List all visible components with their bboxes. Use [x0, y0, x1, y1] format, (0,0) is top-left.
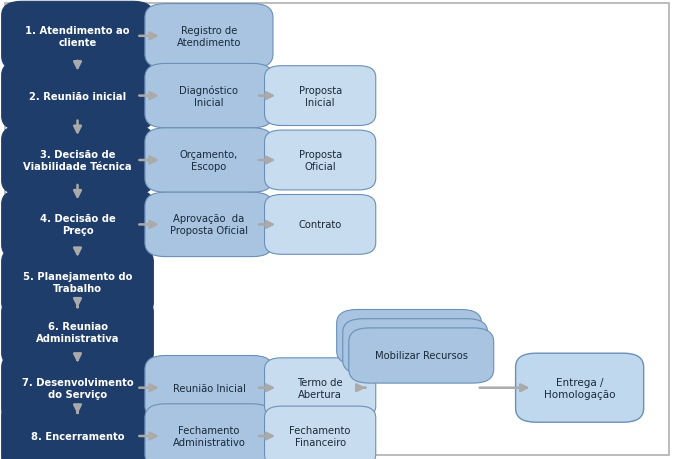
Text: Fechamento
Administrativo: Fechamento Administrativo: [173, 425, 245, 447]
FancyBboxPatch shape: [2, 126, 154, 195]
FancyBboxPatch shape: [264, 67, 376, 126]
Text: 4. Decisão de
Preço: 4. Decisão de Preço: [40, 214, 115, 236]
FancyBboxPatch shape: [145, 404, 273, 459]
FancyBboxPatch shape: [2, 62, 154, 131]
Text: Reunião Inicial: Reunião Inicial: [173, 383, 245, 393]
Text: Entrega /
Homologação: Entrega / Homologação: [544, 377, 615, 399]
FancyBboxPatch shape: [342, 319, 487, 374]
FancyBboxPatch shape: [5, 4, 669, 455]
Text: 7. Desenvolvimento
do Serviço: 7. Desenvolvimento do Serviço: [22, 377, 133, 399]
FancyBboxPatch shape: [264, 358, 376, 418]
FancyBboxPatch shape: [264, 131, 376, 190]
FancyBboxPatch shape: [145, 356, 273, 420]
Text: Registro de
Atendimento: Registro de Atendimento: [177, 26, 241, 48]
FancyBboxPatch shape: [145, 193, 273, 257]
Text: Proposta
Oficial: Proposta Oficial: [299, 150, 342, 172]
Text: Marco Qualidade: Marco Qualidade: [367, 332, 452, 342]
FancyBboxPatch shape: [2, 298, 154, 367]
FancyBboxPatch shape: [2, 2, 154, 71]
FancyBboxPatch shape: [264, 195, 376, 255]
Text: Mobilizar Recursos: Mobilizar Recursos: [375, 351, 468, 361]
FancyBboxPatch shape: [145, 64, 273, 129]
Text: Termo de
Abertura: Termo de Abertura: [297, 377, 343, 399]
Text: Orçamento,
Escopo: Orçamento, Escopo: [180, 150, 238, 172]
Text: 5. Planejamento do
Trabalho: 5. Planejamento do Trabalho: [23, 271, 132, 293]
Text: 2. Reunião inicial: 2. Reunião inicial: [29, 91, 126, 101]
Text: 1. Atendimento ao
cliente: 1. Atendimento ao cliente: [25, 26, 130, 48]
Text: Aprovação  da
Proposta Oficial: Aprovação da Proposta Oficial: [170, 214, 248, 236]
FancyBboxPatch shape: [2, 190, 154, 259]
Text: 6. Reuniao
Administrativa: 6. Reuniao Administrativa: [36, 322, 119, 344]
Text: Fechamento
Financeiro: Fechamento Financeiro: [289, 425, 351, 447]
Text: Diagnóstico
Inicial: Diagnóstico Inicial: [179, 85, 239, 107]
Text: 3. Decisão de
Viabilidade Técnica: 3. Decisão de Viabilidade Técnica: [23, 150, 132, 172]
FancyBboxPatch shape: [2, 353, 154, 422]
FancyBboxPatch shape: [2, 402, 154, 459]
Text: Proposta
Inicial: Proposta Inicial: [299, 85, 342, 107]
FancyBboxPatch shape: [2, 248, 154, 317]
Text: Execução: Execução: [392, 341, 439, 352]
Text: 8. Encerramento: 8. Encerramento: [31, 431, 124, 441]
FancyBboxPatch shape: [264, 406, 376, 459]
FancyBboxPatch shape: [516, 353, 644, 422]
Text: Contrato: Contrato: [299, 220, 342, 230]
FancyBboxPatch shape: [349, 328, 493, 383]
FancyBboxPatch shape: [145, 129, 273, 193]
FancyBboxPatch shape: [145, 5, 273, 69]
FancyBboxPatch shape: [336, 310, 481, 365]
